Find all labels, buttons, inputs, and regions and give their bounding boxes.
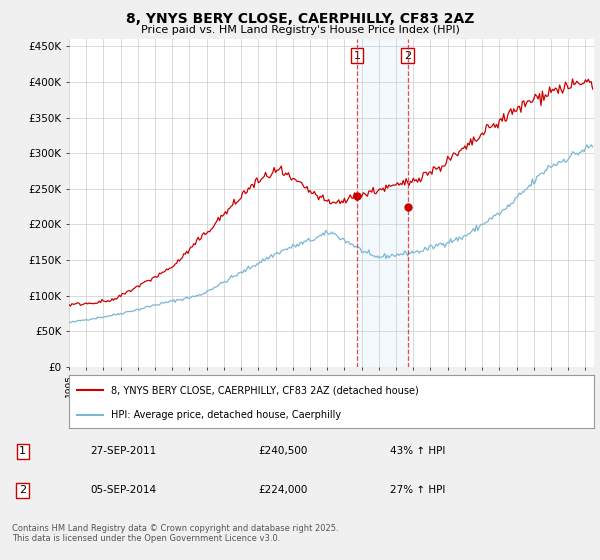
Text: 8, YNYS BERY CLOSE, CAERPHILLY, CF83 2AZ: 8, YNYS BERY CLOSE, CAERPHILLY, CF83 2AZ [126, 12, 474, 26]
Text: 27-SEP-2011: 27-SEP-2011 [90, 446, 156, 456]
Text: 2: 2 [19, 486, 26, 496]
Bar [357, 39, 407, 367]
Text: Contains HM Land Registry data © Crown copyright and database right 2025.
This d: Contains HM Land Registry data © Crown c… [12, 524, 338, 543]
Text: HPI: Average price, detached house, Caerphilly: HPI: Average price, detached house, Caer… [111, 410, 341, 420]
Text: 1: 1 [353, 50, 361, 60]
Text: £224,000: £224,000 [258, 486, 307, 496]
Text: 43% ↑ HPI: 43% ↑ HPI [390, 446, 445, 456]
Text: 05-SEP-2014: 05-SEP-2014 [90, 486, 156, 496]
Text: 27% ↑ HPI: 27% ↑ HPI [390, 486, 445, 496]
Text: 2: 2 [404, 50, 411, 60]
Text: £240,500: £240,500 [258, 446, 307, 456]
Text: 1: 1 [19, 446, 26, 456]
Text: 8, YNYS BERY CLOSE, CAERPHILLY, CF83 2AZ (detached house): 8, YNYS BERY CLOSE, CAERPHILLY, CF83 2AZ… [111, 385, 419, 395]
Text: Price paid vs. HM Land Registry's House Price Index (HPI): Price paid vs. HM Land Registry's House … [140, 25, 460, 35]
